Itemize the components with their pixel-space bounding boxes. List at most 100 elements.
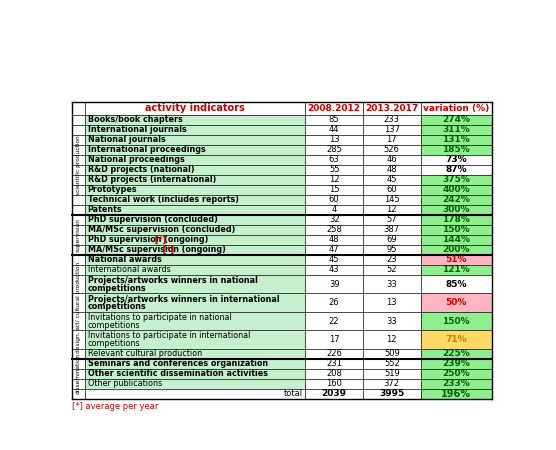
Bar: [85, 255, 305, 265]
Text: competitions: competitions: [87, 284, 146, 293]
Bar: [305, 235, 363, 245]
Bar: [420, 293, 492, 312]
Text: Projects/artworks winners in international: Projects/artworks winners in internation…: [87, 294, 279, 303]
Text: 231: 231: [326, 360, 342, 369]
Text: 225%: 225%: [443, 349, 470, 358]
Bar: [85, 245, 305, 255]
Bar: [85, 215, 305, 225]
Text: International awards: International awards: [87, 266, 170, 274]
Text: Other scientific dissemination activities: Other scientific dissemination activitie…: [87, 369, 267, 378]
Text: 311%: 311%: [443, 126, 470, 135]
Bar: [305, 312, 363, 330]
Bar: [420, 115, 492, 125]
Bar: [85, 145, 305, 155]
Bar: [305, 145, 363, 155]
Bar: [420, 379, 492, 389]
Bar: [85, 135, 305, 145]
Text: MA/MSc supervision (concluded): MA/MSc supervision (concluded): [87, 225, 235, 234]
Text: 32: 32: [329, 216, 340, 225]
Text: R&D projects (national): R&D projects (national): [87, 166, 194, 175]
Text: 63: 63: [329, 155, 340, 164]
Text: design, art/ cultural production: design, art/ cultural production: [76, 261, 81, 352]
Bar: [85, 369, 305, 379]
Text: Prototypes: Prototypes: [87, 185, 137, 194]
Text: 47: 47: [329, 245, 340, 254]
Text: 39: 39: [329, 280, 340, 289]
Text: 17: 17: [386, 135, 397, 144]
Text: 44: 44: [329, 126, 339, 135]
Text: National journals: National journals: [87, 135, 165, 144]
Bar: [363, 125, 420, 135]
Text: 60: 60: [386, 185, 397, 194]
Text: 45: 45: [329, 256, 339, 265]
Bar: [363, 155, 420, 165]
Text: Technical work (includes reports): Technical work (includes reports): [87, 195, 239, 204]
Text: 552: 552: [384, 360, 400, 369]
Text: Relevant cultural production: Relevant cultural production: [87, 349, 202, 358]
Bar: [305, 293, 363, 312]
Bar: [305, 379, 363, 389]
Bar: [420, 369, 492, 379]
Bar: [72, 359, 85, 389]
Text: 95: 95: [386, 245, 397, 254]
Bar: [85, 115, 305, 125]
Text: 372: 372: [384, 379, 400, 388]
Text: 233: 233: [384, 115, 400, 124]
Bar: [363, 330, 420, 349]
Text: 22: 22: [329, 317, 339, 326]
Bar: [85, 205, 305, 215]
Text: 48: 48: [329, 235, 340, 244]
Bar: [305, 115, 363, 125]
Bar: [420, 245, 492, 255]
Text: MA/MSc supervision (ongoing): MA/MSc supervision (ongoing): [87, 245, 225, 254]
Text: [*] average per year: [*] average per year: [72, 402, 158, 411]
Bar: [420, 330, 492, 349]
Bar: [85, 125, 305, 135]
Bar: [363, 349, 420, 359]
Bar: [420, 195, 492, 205]
Bar: [85, 265, 305, 275]
Text: 51%: 51%: [445, 256, 467, 265]
Text: 208: 208: [326, 369, 342, 378]
Text: 2013.2017: 2013.2017: [365, 104, 419, 113]
Text: 43: 43: [329, 266, 340, 274]
Bar: [363, 225, 420, 235]
Text: Other publications: Other publications: [87, 379, 162, 388]
Bar: [85, 349, 305, 359]
Bar: [305, 155, 363, 165]
Text: 526: 526: [384, 145, 400, 154]
Text: PhD supervision (ongoing): PhD supervision (ongoing): [87, 235, 208, 244]
Bar: [305, 359, 363, 369]
Text: 13: 13: [386, 298, 397, 307]
Text: 2039: 2039: [321, 389, 346, 398]
Bar: [420, 312, 492, 330]
Bar: [85, 293, 305, 312]
Bar: [305, 185, 363, 195]
Bar: [85, 379, 305, 389]
Bar: [363, 369, 420, 379]
Text: competitions: competitions: [87, 302, 146, 311]
Text: 13: 13: [329, 135, 340, 144]
Text: 121%: 121%: [443, 266, 470, 274]
Text: 137: 137: [384, 126, 400, 135]
Bar: [420, 359, 492, 369]
Text: 509: 509: [384, 349, 400, 358]
Bar: [305, 135, 363, 145]
Text: 150%: 150%: [443, 317, 470, 326]
Text: 300%: 300%: [443, 205, 470, 214]
Bar: [305, 255, 363, 265]
Bar: [420, 155, 492, 165]
Text: 160: 160: [326, 379, 342, 388]
Text: 274%: 274%: [442, 115, 470, 124]
Bar: [305, 369, 363, 379]
Text: 4: 4: [331, 205, 337, 214]
Text: dissemination: dissemination: [76, 353, 81, 395]
Text: R&D projects (international): R&D projects (international): [87, 176, 216, 184]
Text: 375%: 375%: [443, 176, 470, 184]
Text: 519: 519: [384, 369, 400, 378]
Bar: [305, 330, 363, 349]
Text: 85: 85: [329, 115, 340, 124]
Text: 23: 23: [386, 256, 397, 265]
Text: 233%: 233%: [443, 379, 470, 388]
Bar: [363, 379, 420, 389]
